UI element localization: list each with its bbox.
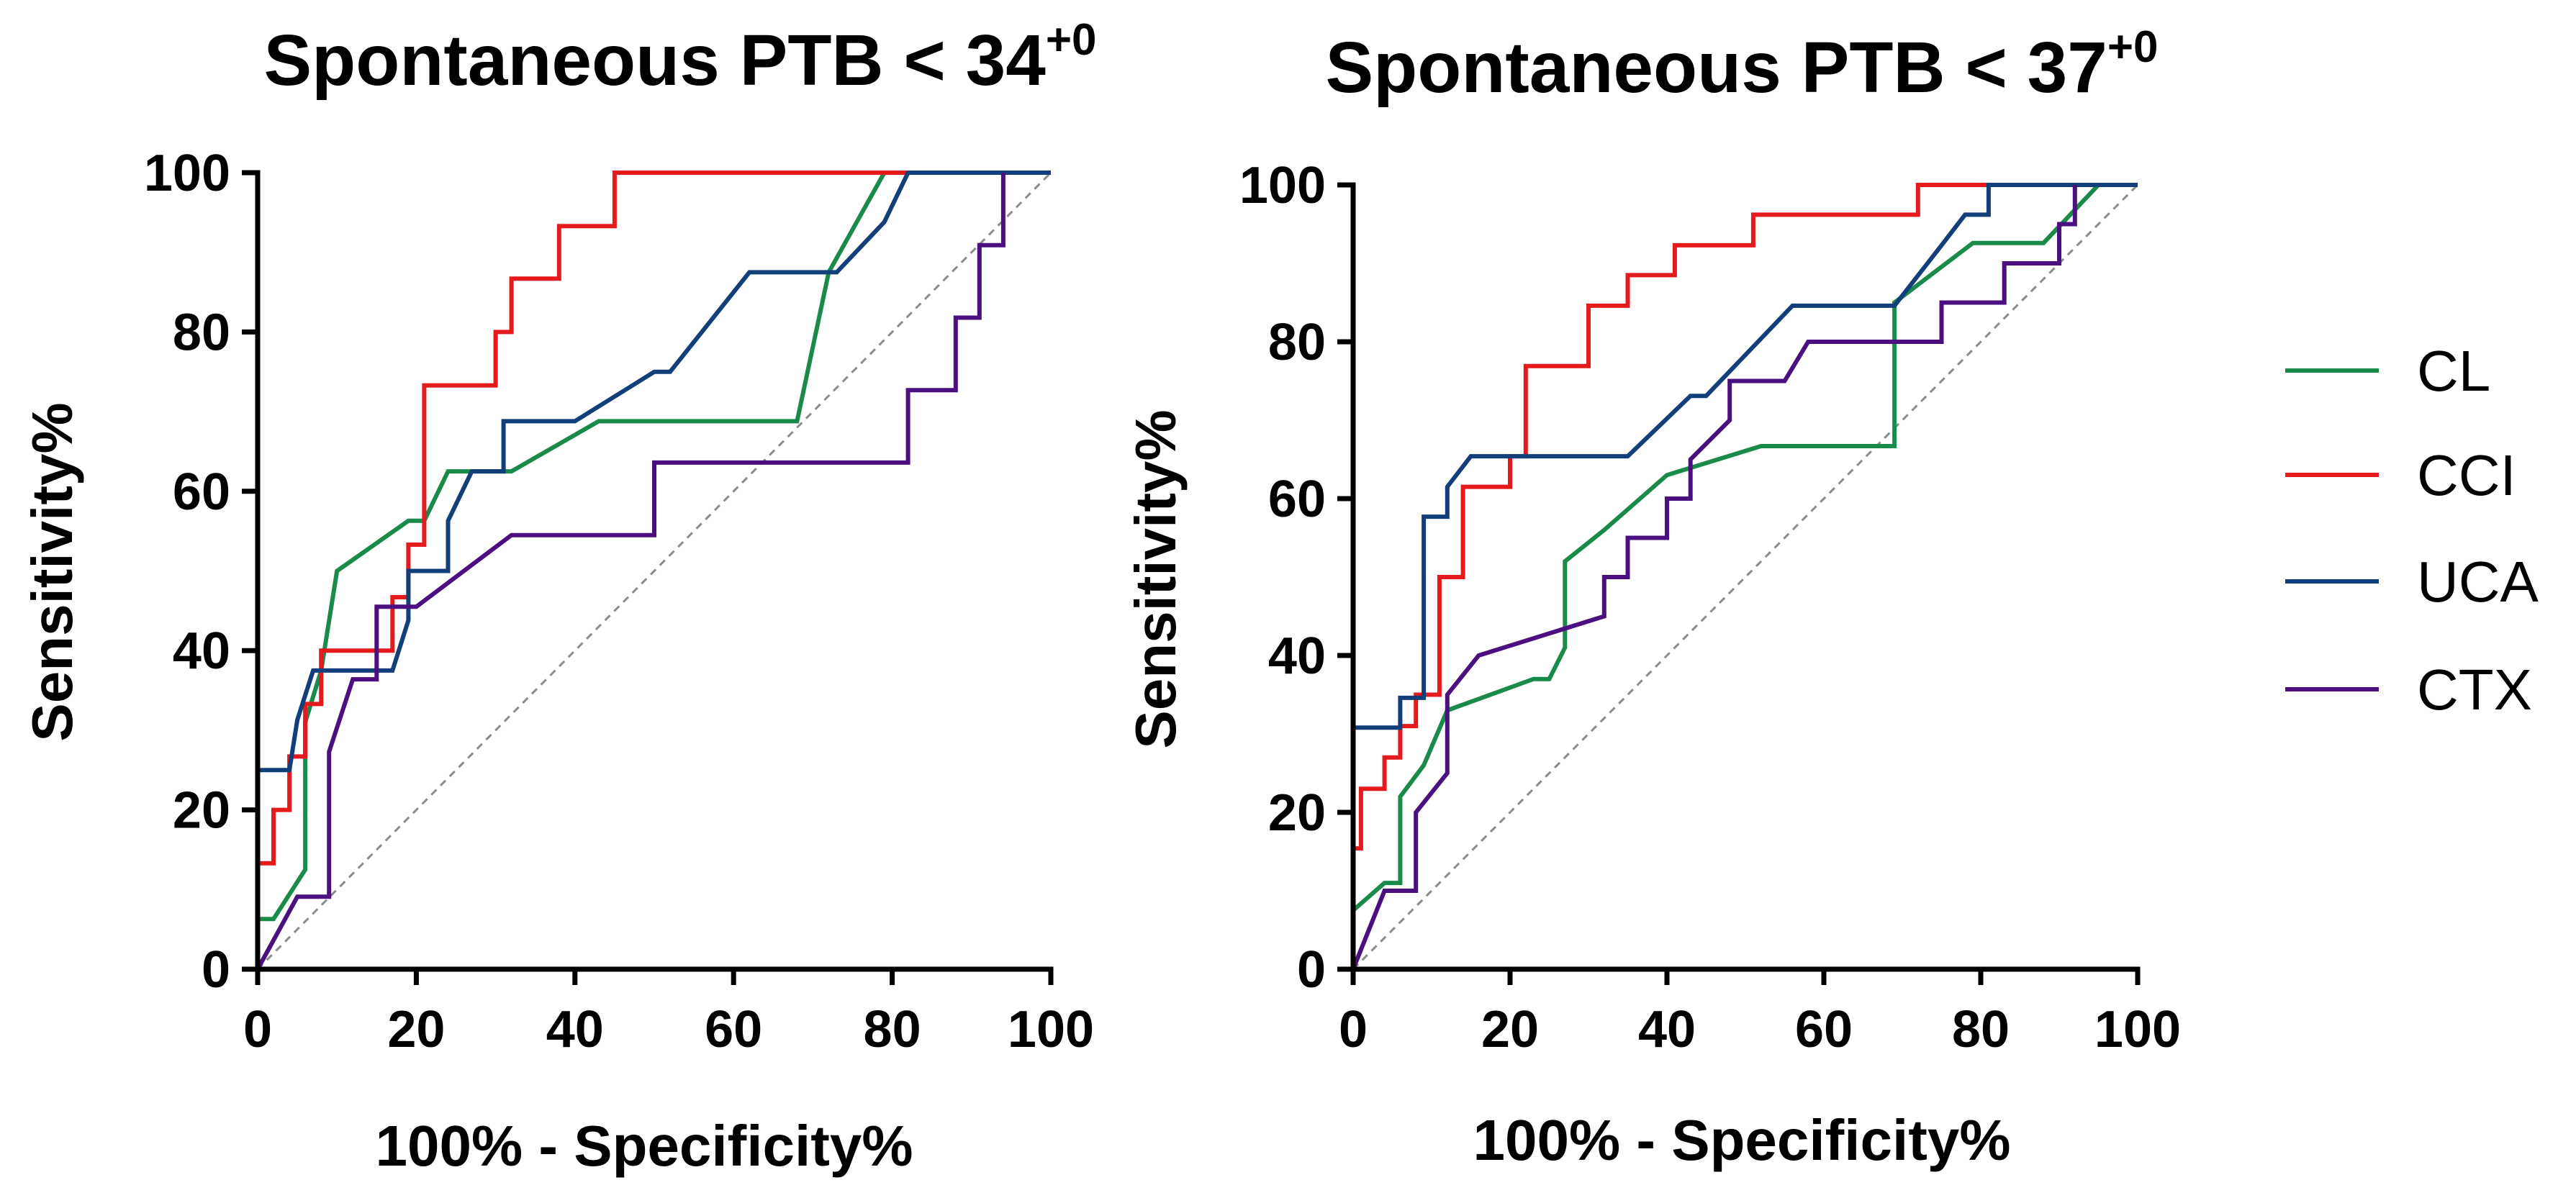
plot-area: 0 20 40 60 80 100 0 20 40 60 80 100: [1239, 157, 2181, 1058]
x-tick-label: 40: [1638, 1001, 1696, 1058]
y-tick-label: 40: [1268, 627, 1326, 685]
y-axis-title: Sensitivity%: [1124, 409, 1188, 748]
y-tick-label: 80: [173, 304, 230, 361]
chart-title-superscript: +0: [2107, 22, 2159, 72]
series-line-cl: [256, 171, 1051, 969]
y-tick-label: 100: [144, 145, 230, 202]
y-tick-label: 20: [173, 782, 230, 840]
chart-title: Spontaneous PTB < 34+0: [263, 15, 1096, 101]
series-line-cl: [1351, 183, 2138, 969]
legend-label: CCI: [2417, 443, 2516, 507]
y-tick-label: 60: [173, 463, 230, 521]
plot-area: 0 20 40 60 80 100 0 20 40 60 80 100: [144, 145, 1094, 1058]
series-line-uca: [1351, 183, 2138, 969]
legend: CL CCI UCA CTX: [2285, 339, 2539, 722]
legend-item-uca: UCA: [2285, 550, 2539, 614]
legend-label: CTX: [2417, 658, 2532, 722]
x-tick-label: 60: [705, 1001, 762, 1058]
legend-label: UCA: [2417, 550, 2539, 614]
x-tick-label: 20: [387, 1001, 445, 1058]
legend-label: CL: [2417, 339, 2490, 403]
series-line-cci: [1351, 183, 2138, 969]
x-axis-title: 100% - Specificity%: [1473, 1108, 2011, 1172]
x-tick-label: 100: [2094, 1001, 2181, 1058]
y-tick-label: 0: [1297, 941, 1326, 999]
legend-item-ctx: CTX: [2285, 658, 2532, 722]
y-tick-label: 0: [202, 941, 230, 999]
chart-title: Spontaneous PTB < 37+0: [1325, 22, 2158, 108]
series-line-ctx: [1351, 185, 2077, 971]
reference-diagonal: [256, 171, 1052, 971]
legend-item-cci: CCI: [2285, 443, 2516, 507]
chart-title-main: Spontaneous PTB < 34: [263, 20, 1046, 101]
x-tick-label: 40: [546, 1001, 604, 1058]
reference-diagonal: [1352, 183, 2139, 971]
chart-title-superscript: +0: [1046, 15, 1097, 65]
y-tick-label: 60: [1268, 471, 1326, 528]
roc-chart-ptb37: Spontaneous PTB < 37+0 Sensitivity% 100%…: [1124, 22, 2181, 1172]
roc-chart-ptb34: Spontaneous PTB < 34+0 Sensitivity% 100%…: [20, 15, 1097, 1178]
x-tick-label: 0: [1339, 1001, 1368, 1058]
series-line-uca: [256, 171, 1051, 969]
series-line-ctx: [256, 173, 1005, 971]
x-tick-label: 100: [1008, 1001, 1094, 1058]
x-tick-label: 20: [1481, 1001, 1539, 1058]
chart-title-main: Spontaneous PTB < 37: [1325, 27, 2107, 108]
x-tick-label: 80: [864, 1001, 921, 1058]
x-axis-title: 100% - Specificity%: [376, 1114, 913, 1178]
y-tick-label: 80: [1268, 314, 1326, 371]
x-tick-label: 80: [1952, 1001, 2010, 1058]
y-tick-label: 100: [1239, 157, 1326, 214]
y-tick-label: 40: [173, 622, 230, 680]
legend-item-cl: CL: [2285, 339, 2490, 403]
y-tick-label: 20: [1268, 784, 1326, 842]
x-tick-label: 0: [243, 1001, 272, 1058]
x-tick-label: 60: [1795, 1001, 1853, 1058]
y-axis-title: Sensitivity%: [20, 402, 84, 741]
